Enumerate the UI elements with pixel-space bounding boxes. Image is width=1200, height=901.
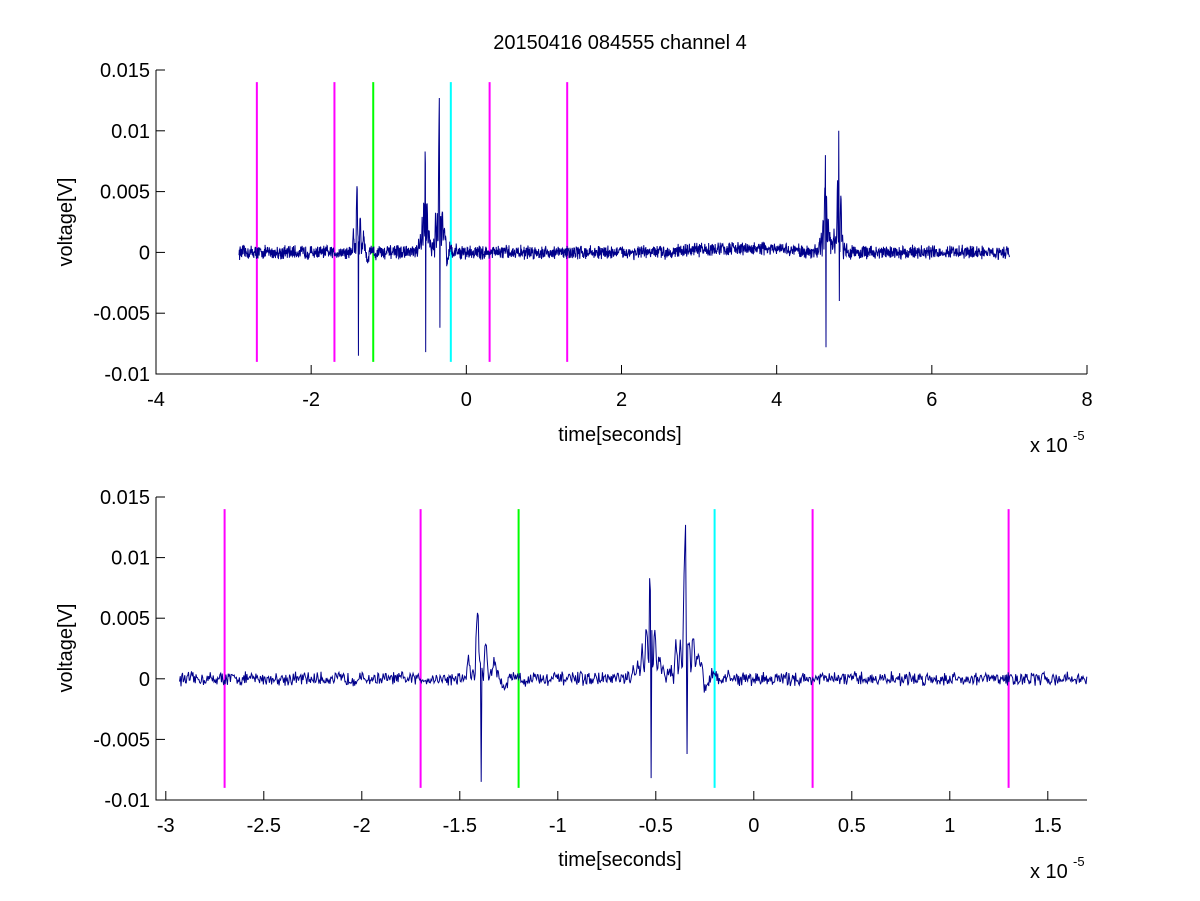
y-tick-label: -0.01: [104, 364, 150, 386]
x-tick-label: 1.5: [1034, 815, 1062, 837]
y-tick-label: 0: [139, 242, 150, 264]
bottom-ticks: -3 -2.5 -2 -1.5 -1 -0.5 0 0.5 1 1.5 -0.01 -0.005 0 0.…: [93, 487, 1061, 837]
x-tick-label: -3: [157, 815, 175, 837]
y-tick-label: 0.01: [111, 548, 150, 570]
y-tick-label: 0.005: [100, 182, 150, 204]
x-tick-label: 6: [926, 389, 937, 411]
bottom-panel: -3 -2.5 -2 -1.5 -1 -0.5 0 0.5 1 1.5 -0.01 -0.005 0 0.…: [55, 487, 1088, 883]
x-tick-label: 0: [748, 815, 759, 837]
bottom-marker-lines: [223, 509, 1010, 788]
y-tick-label: 0.01: [111, 121, 150, 143]
y-tick-label: -0.01: [104, 790, 150, 812]
y-tick-label: 0.015: [100, 60, 150, 82]
y-tick-label: 0.005: [100, 608, 150, 630]
bottom-exponent-power: -5: [1073, 854, 1085, 869]
top-exponent-power: -5: [1073, 428, 1085, 443]
x-tick-label: 1: [944, 815, 955, 837]
y-tick-label: -0.005: [93, 729, 150, 751]
bottom-signal-trace: [179, 524, 1088, 782]
bottom-ylabel: voltage[V]: [55, 604, 77, 693]
top-ylabel: voltage[V]: [55, 178, 77, 267]
x-tick-label: -2: [302, 389, 320, 411]
x-tick-label: -0.5: [639, 815, 673, 837]
chart-title: 20150416 084555 channel 4: [493, 32, 747, 54]
bottom-exponent-base: x 10: [1030, 861, 1068, 883]
top-exponent-base: x 10: [1030, 435, 1068, 457]
x-tick-label: -4: [147, 389, 165, 411]
x-tick-label: 0: [461, 389, 472, 411]
bottom-plot-area: [179, 509, 1088, 788]
x-tick-label: -2.5: [247, 815, 281, 837]
x-tick-label: -1: [549, 815, 567, 837]
bottom-xlabel: time[seconds]: [558, 849, 681, 871]
top-marker-lines: [255, 82, 569, 362]
top-ticks: -4 -2 0 2 4 6 8 -0.01 -0.005 0 0.005 0.01 0.015: [93, 60, 1092, 411]
top-xlabel: time[seconds]: [558, 424, 681, 446]
x-tick-label: -1.5: [443, 815, 477, 837]
x-tick-label: -2: [353, 815, 371, 837]
y-tick-label: 0: [139, 669, 150, 691]
top-panel: -4 -2 0 2 4 6 8 -0.01 -0.005 0 0.005 0.01 0.015 time…: [55, 60, 1093, 457]
y-tick-label: -0.005: [93, 303, 150, 325]
top-plot-area: [238, 82, 1010, 362]
y-tick-label: 0.015: [100, 487, 150, 509]
x-tick-label: 0.5: [838, 815, 866, 837]
top-signal-trace: [238, 97, 1010, 356]
x-tick-label: 4: [771, 389, 782, 411]
x-tick-label: 8: [1081, 389, 1092, 411]
x-tick-label: 2: [616, 389, 627, 411]
